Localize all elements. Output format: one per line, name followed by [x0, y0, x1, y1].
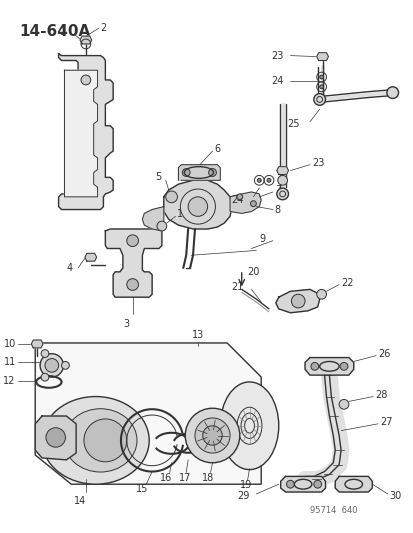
Text: 9: 9 — [259, 234, 265, 244]
Text: 16: 16 — [159, 473, 171, 482]
Circle shape — [41, 350, 49, 358]
Circle shape — [45, 359, 59, 372]
Circle shape — [81, 75, 90, 85]
Ellipse shape — [42, 397, 149, 484]
Text: 25: 25 — [287, 119, 299, 129]
Text: 24: 24 — [271, 76, 283, 86]
Text: 4: 4 — [66, 263, 72, 273]
Text: 27: 27 — [379, 417, 392, 427]
Text: 22: 22 — [340, 278, 353, 288]
Text: 29: 29 — [237, 491, 249, 501]
Text: 26: 26 — [377, 349, 389, 359]
Polygon shape — [105, 229, 161, 297]
Text: 8: 8 — [274, 205, 280, 214]
Text: 2: 2 — [100, 23, 107, 34]
Circle shape — [286, 480, 294, 488]
Circle shape — [266, 179, 270, 182]
Circle shape — [40, 354, 63, 377]
Ellipse shape — [220, 382, 278, 470]
Text: 20: 20 — [247, 267, 259, 277]
Circle shape — [319, 85, 323, 88]
Circle shape — [165, 191, 177, 203]
Circle shape — [386, 87, 398, 99]
Text: 17: 17 — [178, 473, 191, 482]
Circle shape — [257, 179, 261, 182]
Circle shape — [62, 361, 69, 369]
Polygon shape — [304, 358, 353, 375]
Circle shape — [313, 480, 321, 488]
Polygon shape — [316, 53, 328, 60]
Text: 11: 11 — [3, 358, 16, 367]
Text: 23: 23 — [271, 51, 283, 61]
Circle shape — [291, 294, 304, 308]
Circle shape — [157, 221, 166, 231]
Text: 19: 19 — [239, 480, 251, 490]
Ellipse shape — [64, 409, 137, 472]
Text: 6: 6 — [214, 144, 220, 154]
Polygon shape — [276, 167, 288, 174]
Text: 14-640A: 14-640A — [19, 25, 91, 39]
Polygon shape — [35, 416, 76, 460]
Text: 7: 7 — [274, 185, 280, 195]
Text: 1: 1 — [176, 209, 182, 220]
Circle shape — [277, 175, 287, 185]
Text: 95714  640: 95714 640 — [309, 506, 356, 515]
Polygon shape — [35, 343, 261, 484]
Text: 13: 13 — [191, 330, 204, 340]
Text: 12: 12 — [3, 376, 16, 386]
Text: 3: 3 — [123, 319, 130, 329]
Text: 18: 18 — [201, 473, 213, 482]
Circle shape — [126, 235, 138, 247]
Circle shape — [202, 426, 222, 445]
Text: 14: 14 — [74, 496, 86, 506]
Circle shape — [250, 201, 256, 207]
Circle shape — [84, 419, 126, 462]
Circle shape — [182, 168, 190, 176]
Circle shape — [316, 289, 326, 299]
Text: 21: 21 — [231, 282, 243, 293]
Circle shape — [195, 418, 230, 453]
Polygon shape — [178, 165, 220, 180]
Polygon shape — [80, 36, 92, 44]
Circle shape — [208, 168, 216, 176]
Text: 23: 23 — [311, 158, 323, 168]
Polygon shape — [280, 477, 325, 492]
Circle shape — [276, 188, 288, 200]
Circle shape — [46, 427, 65, 447]
Text: 1: 1 — [60, 27, 66, 37]
Circle shape — [338, 399, 348, 409]
Polygon shape — [85, 253, 96, 261]
Polygon shape — [64, 70, 97, 197]
Circle shape — [41, 373, 49, 381]
Circle shape — [236, 194, 242, 200]
Text: 10: 10 — [3, 339, 16, 349]
Circle shape — [319, 75, 323, 79]
Polygon shape — [164, 180, 231, 229]
Circle shape — [188, 197, 207, 216]
Text: 24: 24 — [231, 195, 243, 205]
Polygon shape — [31, 340, 43, 348]
Polygon shape — [335, 477, 371, 492]
Text: 28: 28 — [374, 390, 387, 400]
Polygon shape — [230, 192, 261, 213]
Text: 15: 15 — [136, 484, 148, 494]
Text: 5: 5 — [155, 172, 161, 182]
Circle shape — [126, 279, 138, 290]
Polygon shape — [59, 54, 113, 209]
Polygon shape — [142, 207, 164, 231]
Polygon shape — [275, 289, 319, 313]
Circle shape — [313, 94, 325, 106]
Circle shape — [339, 362, 347, 370]
Circle shape — [185, 408, 239, 463]
Circle shape — [310, 362, 318, 370]
Text: 30: 30 — [389, 491, 401, 501]
